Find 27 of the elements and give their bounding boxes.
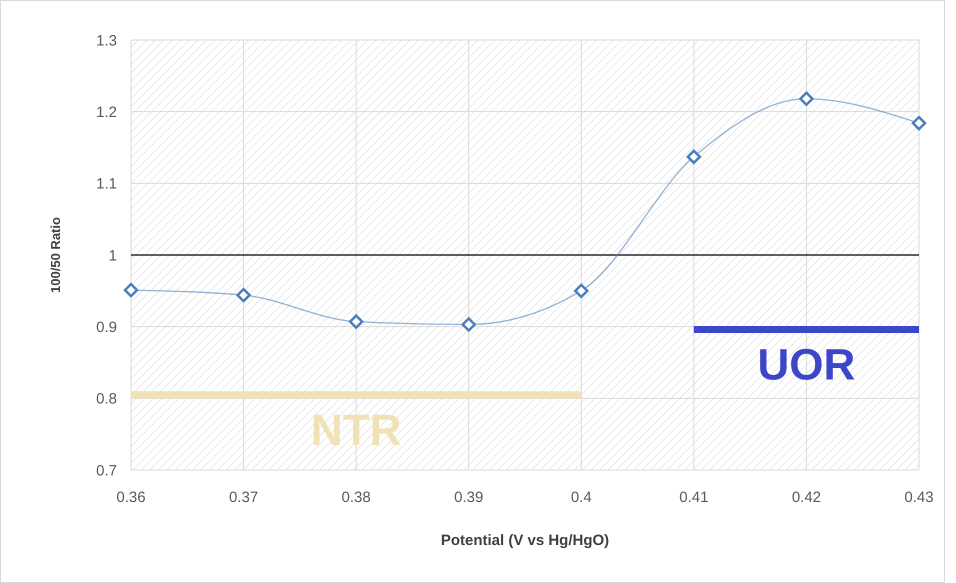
point	[799, 92, 814, 106]
series-label: UOR	[758, 340, 856, 390]
point	[574, 284, 589, 298]
point	[912, 116, 926, 130]
point	[686, 150, 702, 164]
y-tick-label: 0.8	[96, 390, 117, 408]
series-label: NTR	[310, 406, 402, 455]
y-tick-label: 1.1	[96, 176, 117, 193]
y-axis-title: 100/50 Ratio	[48, 217, 63, 293]
x-axis-title: Potential (V vs Hg/HgO)	[440, 532, 610, 549]
x-tick-label: 0.37	[228, 489, 258, 506]
y-tick-label: 1.2	[96, 104, 117, 121]
x-tick-label: 0.41	[679, 489, 708, 506]
y-tick-label: 0.9	[96, 318, 117, 336]
x-tick-label: 0.42	[792, 489, 822, 506]
point	[461, 317, 476, 332]
point	[124, 282, 138, 298]
x-tick-label: 0.4	[570, 489, 592, 506]
point	[348, 314, 364, 329]
y-tick-label: 0.7	[96, 462, 117, 480]
x-tick-label: 0.39	[454, 489, 484, 506]
y-tick-label: 1.3	[96, 32, 117, 50]
y-tick-label: 1	[108, 247, 117, 264]
x-tick-label: 0.43	[904, 489, 934, 506]
x-tick-label: 0.38	[342, 489, 371, 506]
x-tick-label: 0.36	[116, 489, 146, 506]
point	[236, 288, 251, 302]
